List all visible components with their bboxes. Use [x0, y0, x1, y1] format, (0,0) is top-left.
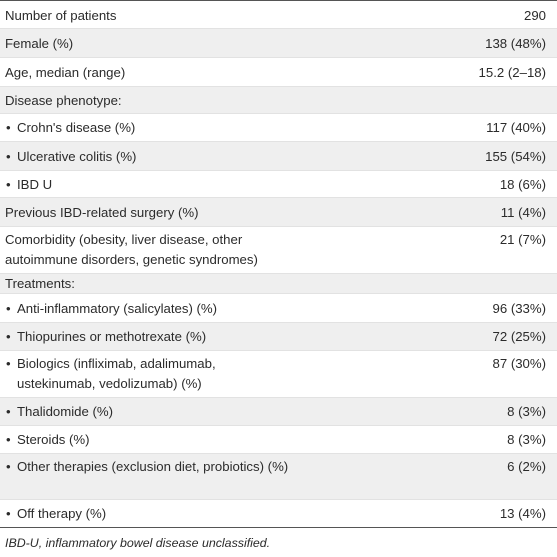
table-row-other-therapies: • Other therapies (exclusion diet, probi… [0, 454, 557, 500]
table-top-rule [0, 0, 557, 1]
row-label-text: Other therapies (exclusion diet, probiot… [17, 459, 289, 474]
table-row-comorbidity: Comorbidity (obesity, liver disease, oth… [0, 227, 557, 274]
row-label-text: Anti-inflammatory (salicylates) (%) [17, 301, 218, 316]
row-label: • IBD U [5, 175, 329, 195]
row-label: Previous IBD-related surgery (%) [5, 205, 199, 220]
row-value: 138 (48%) [485, 36, 546, 51]
bullet-glyph: • [6, 356, 11, 371]
row-value: 11 (4%) [500, 205, 546, 220]
bullet-glyph: • [6, 432, 11, 447]
table-row-age: Age, median (range) 15.2 (2–18) [0, 58, 557, 87]
bullet-glyph: • [6, 149, 11, 164]
table-bottom-rule [0, 527, 557, 528]
row-value: 18 (6%) [499, 177, 546, 192]
row-value: 6 (2%) [507, 459, 546, 474]
row-value: 8 (3%) [507, 404, 546, 419]
row-value: 155 (54%) [485, 149, 546, 164]
row-label: • Thiopurines or methotrexate (%) [5, 327, 329, 347]
row-value: 15.2 (2–18) [478, 65, 546, 80]
row-label: • Off therapy (%) [5, 504, 329, 524]
table-row-number-of-patients: Number of patients 290 [0, 2, 557, 29]
table-row-previous-surgery: Previous IBD-related surgery (%) 11 (4%) [0, 198, 557, 227]
bullet-glyph: • [6, 177, 11, 192]
table-row-treatments-header: Treatments: [0, 274, 557, 294]
row-value: 21 (7%) [499, 232, 546, 247]
row-value: 72 (25%) [492, 329, 546, 344]
row-label: • Steroids (%) [5, 430, 329, 450]
section-header: Treatments: [5, 276, 75, 291]
row-label-text: Thiopurines or methotrexate (%) [17, 329, 207, 344]
table-row-thiopurines: • Thiopurines or methotrexate (%) 72 (25… [0, 323, 557, 351]
row-label: • Anti-inflammatory (salicylates) (%) [5, 299, 329, 319]
row-label: • Ulcerative colitis (%) [5, 147, 329, 167]
row-label: • Biologics (infliximab, adalimumab, ust… [5, 354, 257, 394]
row-value: 290 [523, 8, 546, 23]
bullet-glyph: • [6, 506, 11, 521]
row-label-text: Crohn's disease (%) [17, 120, 136, 135]
table-row-off-therapy: • Off therapy (%) 13 (4%) [0, 500, 557, 527]
table-row-ibd-u: • IBD U 18 (6%) [0, 171, 557, 198]
bullet-glyph: • [6, 301, 11, 316]
table-row-steroids: • Steroids (%) 8 (3%) [0, 426, 557, 454]
row-label-text: Thalidomide (%) [17, 404, 114, 419]
row-value: 13 (4%) [499, 506, 546, 521]
table-row-crohns: • Crohn's disease (%) 117 (40%) [0, 114, 557, 142]
bullet-glyph: • [6, 404, 11, 419]
row-label: Female (%) [5, 36, 74, 51]
table-row-biologics: • Biologics (infliximab, adalimumab, ust… [0, 351, 557, 398]
row-label-text: Ulcerative colitis (%) [17, 149, 137, 164]
bullet-glyph: • [6, 120, 11, 135]
row-label-text: Off therapy (%) [17, 506, 107, 521]
table-row-female: Female (%) 138 (48%) [0, 29, 557, 58]
row-label-text: Biologics (infliximab, adalimumab, ustek… [17, 356, 216, 391]
row-label: • Crohn's disease (%) [5, 118, 329, 138]
row-label: • Thalidomide (%) [5, 402, 329, 422]
bullet-glyph: • [6, 459, 11, 474]
table-row-disease-phenotype-header: Disease phenotype: [0, 87, 557, 114]
row-label: Comorbidity (obesity, liver disease, oth… [5, 232, 258, 267]
table-row-ulcerative-colitis: • Ulcerative colitis (%) 155 (54%) [0, 142, 557, 171]
table-row-anti-inflammatory: • Anti-inflammatory (salicylates) (%) 96… [0, 294, 557, 323]
table-row-thalidomide: • Thalidomide (%) 8 (3%) [0, 398, 557, 426]
row-value: 117 (40%) [486, 120, 546, 135]
row-label-text: IBD U [17, 177, 53, 192]
row-label-text: Steroids (%) [17, 432, 90, 447]
table-footnote: IBD-U, inflammatory bowel disease unclas… [5, 536, 271, 550]
row-label: Number of patients [5, 8, 117, 23]
row-value: 96 (33%) [492, 301, 546, 316]
row-label: • Other therapies (exclusion diet, probi… [5, 457, 313, 477]
row-label: Age, median (range) [5, 65, 126, 80]
section-header: Disease phenotype: [5, 93, 122, 108]
row-value: 8 (3%) [507, 432, 546, 447]
row-value: 87 (30%) [492, 356, 546, 371]
bullet-glyph: • [6, 329, 11, 344]
